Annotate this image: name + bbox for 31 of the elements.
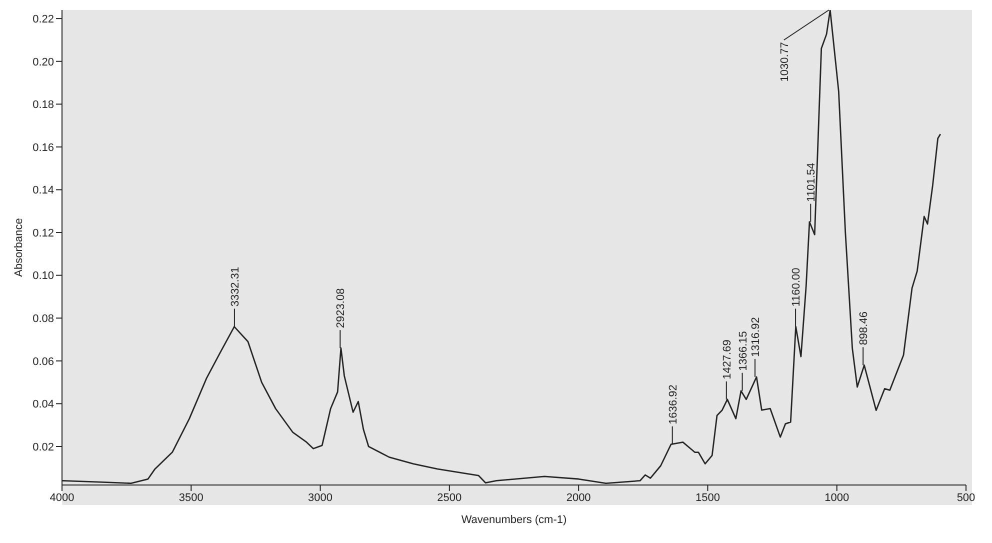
annotation: 898.46 xyxy=(858,312,870,346)
annotation: 1101.54 xyxy=(806,162,818,202)
x-tick-label: 1500 xyxy=(695,492,720,504)
x-tick-label: 3500 xyxy=(178,492,204,504)
y-tick-label: 0.16 xyxy=(32,142,54,154)
x-tick-label: 500 xyxy=(956,492,976,504)
y-tick-label: 0.20 xyxy=(32,56,54,68)
annotation: 1316.92 xyxy=(750,317,762,357)
annotation: 1160.00 xyxy=(790,268,803,307)
annotation: 1030.77 xyxy=(778,42,791,82)
x-tick-label: 3000 xyxy=(308,492,333,504)
y-tick-label: 0.12 xyxy=(32,227,54,240)
y-axis-title: Absorbance xyxy=(12,218,25,277)
x-tick-label: 4000 xyxy=(50,492,74,504)
y-tick-label: 0.14 xyxy=(32,184,54,197)
annotation: 1636.92 xyxy=(667,384,680,424)
annotation: 1366.15 xyxy=(737,331,750,371)
y-tick-label: 0.06 xyxy=(32,356,54,368)
x-tick-label: 1000 xyxy=(824,492,850,504)
y-tick-label: 0.22 xyxy=(32,13,54,26)
annotation: 2923.08 xyxy=(335,288,348,328)
annotation: 1427.69 xyxy=(721,340,734,380)
x-tick-label: 2000 xyxy=(566,492,591,504)
annotation: 3332.31 xyxy=(229,266,242,307)
y-tick-label: 0.10 xyxy=(32,270,54,282)
y-tick-label: 0.02 xyxy=(32,441,54,454)
y-tick-label: 0.18 xyxy=(32,99,54,112)
x-tick-label: 2500 xyxy=(437,492,462,504)
x-axis-title: Wavenumbers (cm-1) xyxy=(461,514,567,526)
y-tick-label: 0.04 xyxy=(32,398,54,411)
y-tick-label: 0.08 xyxy=(32,313,54,326)
